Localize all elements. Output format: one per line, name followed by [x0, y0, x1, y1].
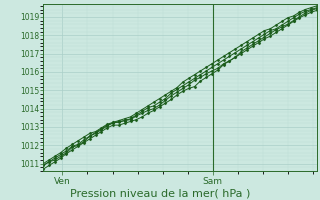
Text: Pression niveau de la mer( hPa ): Pression niveau de la mer( hPa ) — [70, 188, 250, 198]
